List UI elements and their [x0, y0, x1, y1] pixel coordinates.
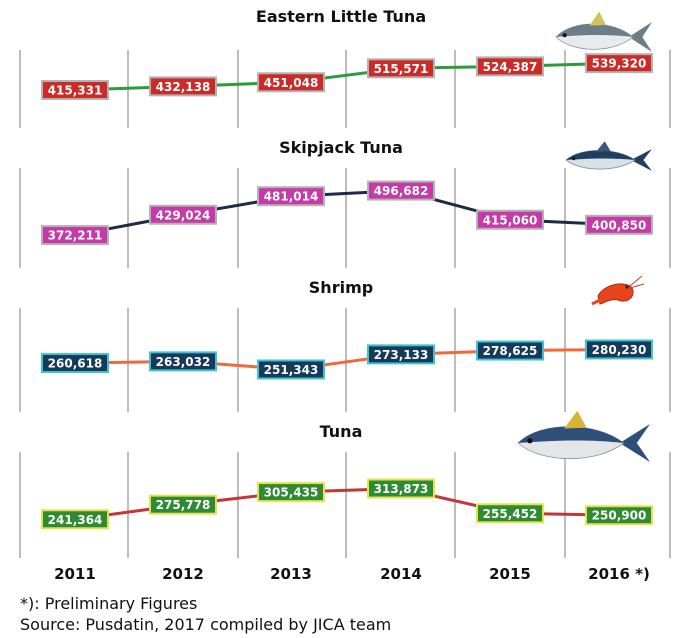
- x-tick-label: 2014: [380, 565, 422, 583]
- data-label-text: 313,873: [374, 482, 429, 496]
- chart-title: Skipjack Tuna: [279, 138, 403, 157]
- data-label-text: 496,682: [374, 184, 429, 198]
- data-label-text: 263,032: [156, 355, 211, 369]
- source-note: Source: Pusdatin, 2017 compiled by JICA …: [20, 615, 392, 634]
- chart-panel-skipjack-tuna: Skipjack Tuna 372,211 429,024 481,014 496,68…: [19, 138, 671, 268]
- data-label-text: 432,138: [156, 80, 211, 94]
- data-label-text: 524,387: [483, 60, 538, 74]
- preliminary-note: *): Preliminary Figures: [20, 594, 198, 613]
- data-point: [257, 482, 325, 503]
- data-label-text: 241,364: [48, 513, 103, 527]
- x-tick-label: 2012: [162, 565, 204, 583]
- data-label-text: 515,571: [374, 62, 429, 76]
- data-label: 313,873: [367, 478, 435, 499]
- fisheries-production-figure: Eastern Little Tuna 415,331 432,138 451,048…: [19, 7, 671, 583]
- data-label: 451,048: [257, 72, 325, 93]
- data-point: [41, 225, 109, 246]
- data-point: [41, 80, 109, 101]
- chart-title: Eastern Little Tuna: [256, 7, 426, 26]
- data-label: 481,014: [257, 186, 325, 207]
- data-point: [476, 503, 544, 524]
- data-point: [367, 344, 435, 365]
- data-label-text: 273,133: [374, 348, 429, 362]
- data-label: 539,320: [585, 53, 653, 74]
- data-label: 263,032: [149, 351, 217, 372]
- data-point: [149, 494, 217, 515]
- data-label-text: 305,435: [264, 486, 319, 500]
- data-point: [41, 509, 109, 530]
- data-label: 241,364: [41, 509, 109, 530]
- x-tick-label: 2011: [54, 565, 96, 583]
- data-point: [257, 72, 325, 93]
- data-label-text: 372,211: [48, 229, 103, 243]
- data-point: [585, 53, 653, 74]
- data-point: [367, 58, 435, 79]
- data-point: [149, 204, 217, 225]
- data-point: [476, 340, 544, 361]
- data-point: [149, 351, 217, 372]
- data-label-text: 280,230: [592, 343, 647, 357]
- data-point: [585, 505, 653, 526]
- data-label: 251,343: [257, 359, 325, 380]
- x-tick-label: 2015: [489, 565, 531, 583]
- data-label: 415,331: [41, 80, 109, 101]
- data-label: 255,452: [476, 503, 544, 524]
- data-label: 432,138: [149, 76, 217, 97]
- data-label: 400,850: [585, 214, 653, 235]
- data-label: 250,900: [585, 505, 653, 526]
- x-tick-label: 2016 *): [588, 565, 650, 583]
- eastern-little-tuna-fish-icon: [555, 11, 652, 52]
- data-label: 278,625: [476, 340, 544, 361]
- data-point: [585, 339, 653, 360]
- data-label-text: 255,452: [483, 507, 538, 521]
- data-label-text: 400,850: [592, 218, 647, 232]
- chart-panel-eastern-little-tuna: Eastern Little Tuna 415,331 432,138 451,048…: [19, 7, 671, 128]
- data-label: 429,024: [149, 204, 217, 225]
- data-label: 496,682: [367, 180, 435, 201]
- data-label: 275,778: [149, 494, 217, 515]
- tuna-fish-icon: [517, 410, 650, 462]
- data-point: [257, 359, 325, 380]
- data-label: 260,618: [41, 353, 109, 374]
- data-label: 305,435: [257, 482, 325, 503]
- data-point: [585, 214, 653, 235]
- data-label-text: 250,900: [592, 509, 647, 523]
- data-label-text: 539,320: [592, 57, 647, 71]
- data-label-text: 451,048: [264, 76, 319, 90]
- data-label: 515,571: [367, 58, 435, 79]
- data-label: 280,230: [585, 339, 653, 360]
- data-point: [476, 56, 544, 77]
- data-label: 273,133: [367, 344, 435, 365]
- skipjack-tuna-fish-icon: [565, 141, 652, 171]
- data-label-text: 278,625: [483, 344, 538, 358]
- data-label-text: 415,331: [48, 84, 103, 98]
- data-label-text: 251,343: [264, 363, 319, 377]
- data-label: 524,387: [476, 56, 544, 77]
- data-point: [257, 186, 325, 207]
- x-axis: 2011 2012 2013 2014 2015 2016 *): [54, 565, 650, 583]
- data-label-text: 275,778: [156, 498, 211, 512]
- data-label: 372,211: [41, 225, 109, 246]
- x-tick-label: 2013: [270, 565, 312, 583]
- data-label: 415,060: [476, 209, 544, 230]
- data-point: [367, 180, 435, 201]
- data-label-text: 429,024: [156, 208, 211, 222]
- chart-panel-tuna: Tuna 241,364 275,778 305,435 313,873 255,452 2…: [19, 410, 671, 558]
- chart-panel-shrimp: Shrimp 260,618 263,032 251,343 273,133 278,62…: [19, 275, 671, 412]
- data-point: [149, 76, 217, 97]
- chart-title: Shrimp: [309, 278, 373, 297]
- data-point: [476, 209, 544, 230]
- data-point: [41, 353, 109, 374]
- chart-title: Tuna: [320, 422, 363, 441]
- data-point: [367, 478, 435, 499]
- data-label-text: 260,618: [48, 357, 103, 371]
- data-label-text: 415,060: [483, 213, 538, 227]
- shrimp-icon: [591, 275, 645, 306]
- data-label-text: 481,014: [264, 190, 319, 204]
